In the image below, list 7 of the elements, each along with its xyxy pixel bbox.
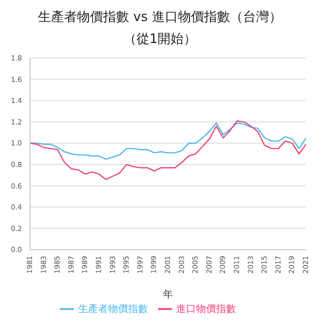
x-axis-title: 年 [163,288,173,301]
line-series [30,120,306,180]
legend-label: 進口物價指數 [176,304,236,315]
line-series [30,122,306,160]
legend-label: 生產者物價指數 [78,304,148,315]
chart-subtitle: （從1開始） [122,31,198,48]
chart-title: 生產者物價指數 vs 進口物價指數（台灣） [37,9,283,26]
